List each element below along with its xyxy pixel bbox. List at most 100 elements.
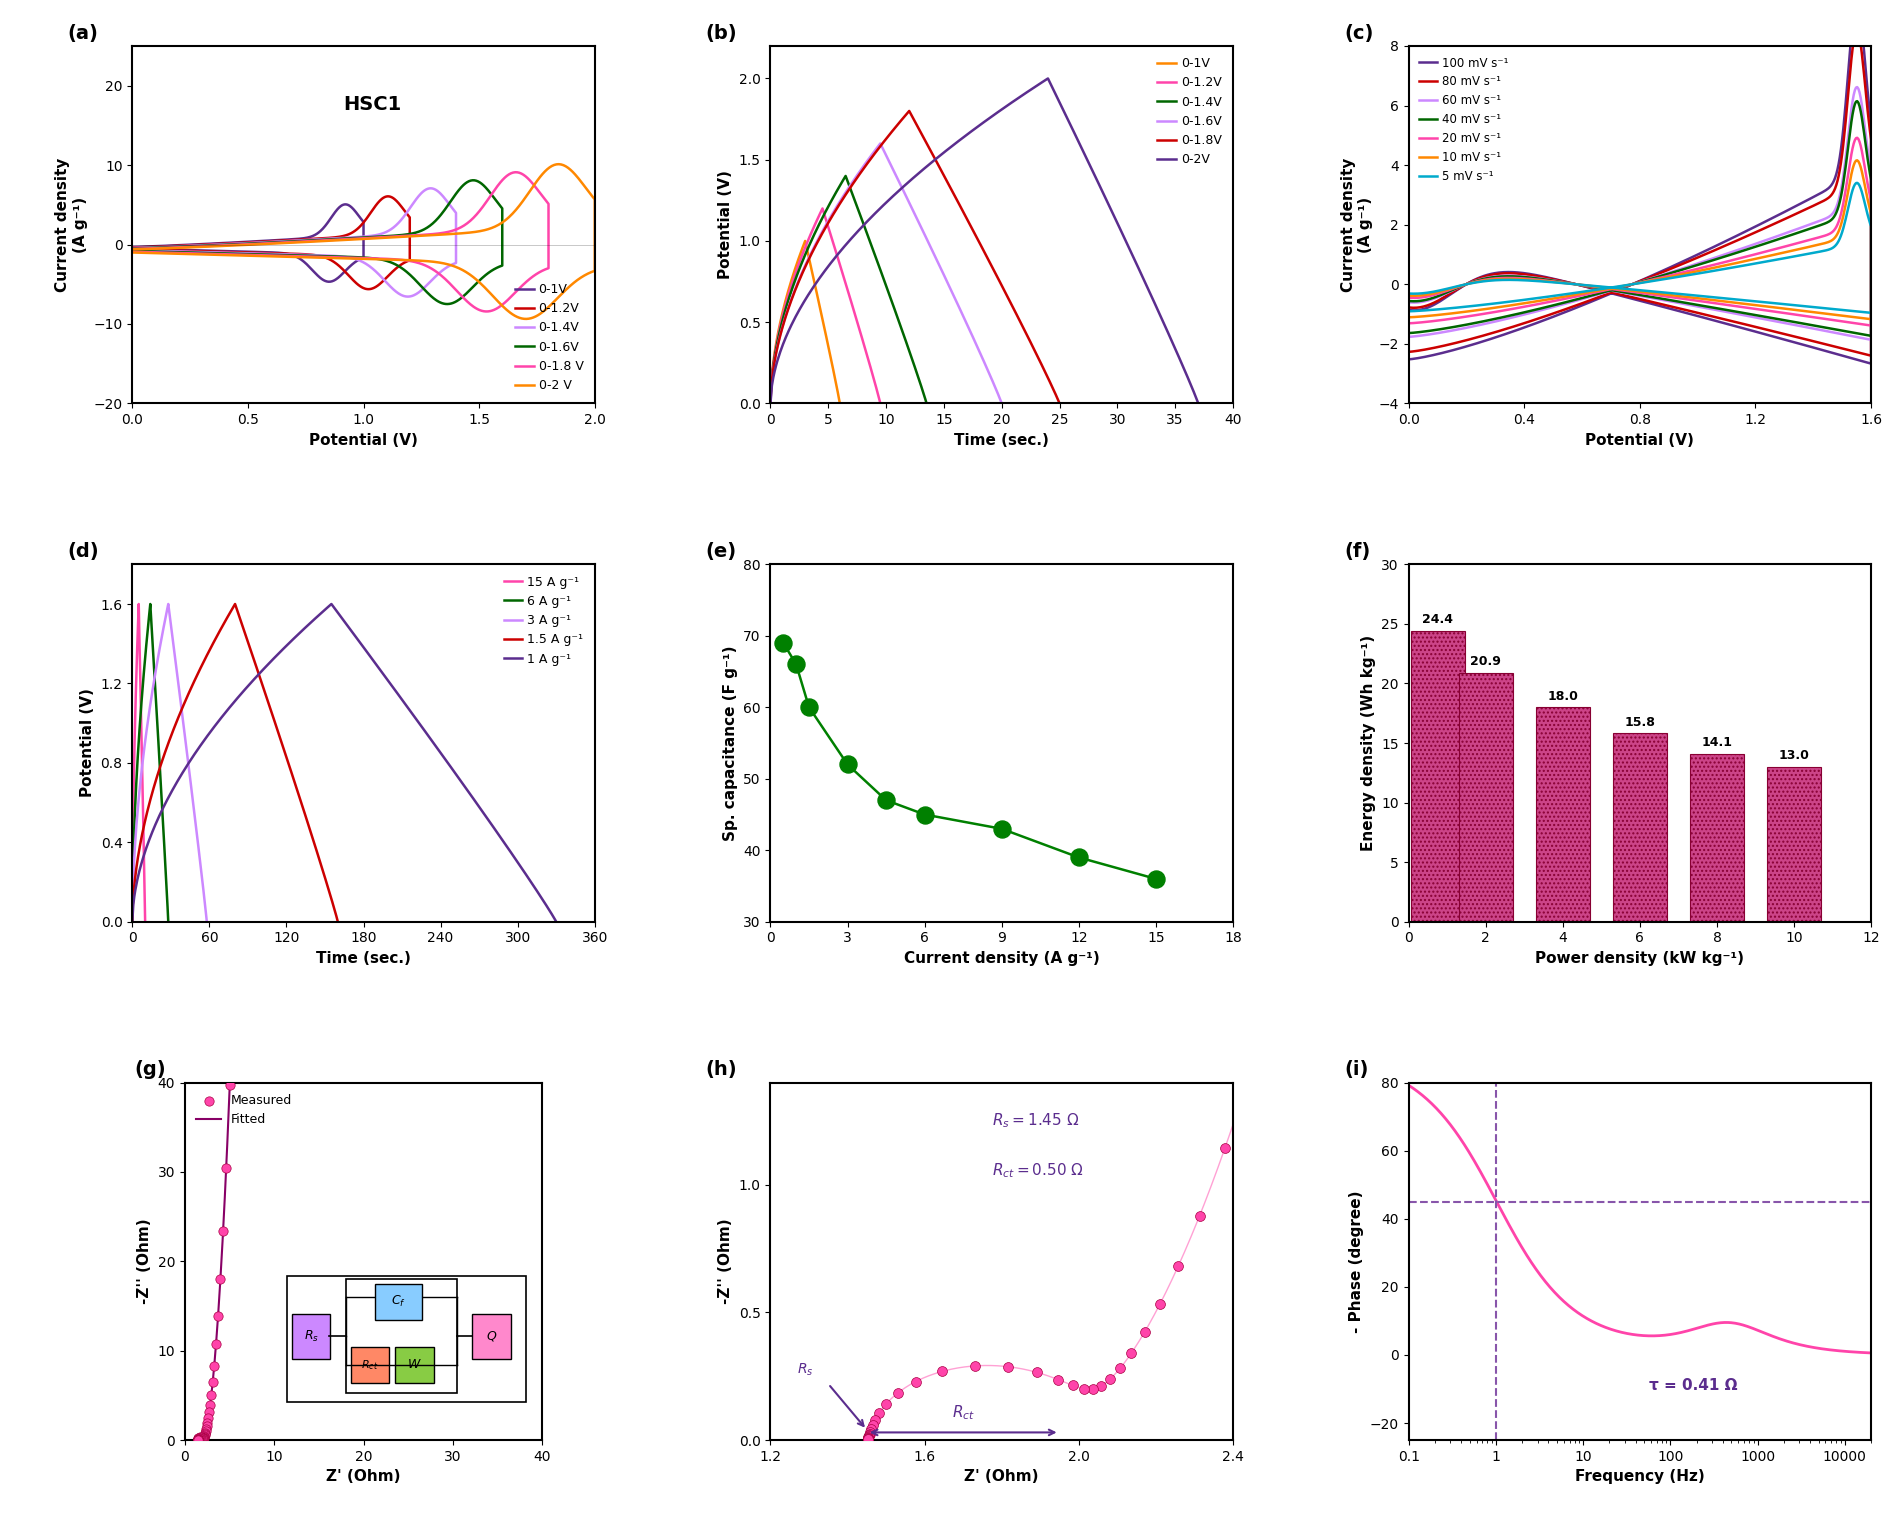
1.5 A g⁻¹ xyxy=(251,674,274,692)
Measured xyxy=(191,1417,221,1442)
1.5 A g⁻¹ xyxy=(270,735,293,754)
80 mV s⁻¹ xyxy=(1396,299,1419,317)
1.5 A g⁻¹ xyxy=(121,913,144,931)
0-1.6V xyxy=(298,247,321,265)
Measured xyxy=(183,1428,213,1452)
10 mV s⁻¹ xyxy=(1396,308,1419,326)
0-2V xyxy=(759,394,782,412)
Line: 40 mV s⁻¹: 40 mV s⁻¹ xyxy=(1407,101,1870,336)
60 mV s⁻¹ xyxy=(1396,293,1419,311)
Point xyxy=(858,1413,888,1437)
Measured xyxy=(196,1382,227,1406)
Point xyxy=(1162,1255,1192,1279)
Measured xyxy=(183,1426,213,1451)
Line: 6 A g⁻¹: 6 A g⁻¹ xyxy=(132,604,168,922)
20 mV s⁻¹ xyxy=(1523,270,1545,288)
0-1.6V xyxy=(429,294,451,313)
Line: 5 mV s⁻¹: 5 mV s⁻¹ xyxy=(1407,182,1870,313)
Text: $R_{ct} = 0.50\ \Omega$: $R_{ct} = 0.50\ \Omega$ xyxy=(992,1161,1084,1180)
3 A g⁻¹ xyxy=(144,662,166,680)
Point xyxy=(852,1426,882,1451)
Line: 0-1V: 0-1V xyxy=(771,241,839,403)
Y-axis label: Potential (V): Potential (V) xyxy=(79,688,94,798)
0-2 V xyxy=(342,250,365,268)
Text: (e): (e) xyxy=(705,542,737,561)
Measured xyxy=(183,1428,213,1452)
Measured xyxy=(187,1426,217,1451)
Line: 0-1.2V: 0-1.2V xyxy=(132,196,410,290)
100 mV s⁻¹ xyxy=(1759,326,1781,345)
Measured xyxy=(212,1155,242,1180)
1 A g⁻¹ xyxy=(544,913,567,931)
100 mV s⁻¹ xyxy=(1396,300,1419,319)
Point xyxy=(854,1422,884,1446)
Text: (c): (c) xyxy=(1343,25,1373,43)
0-1.2V xyxy=(357,280,380,299)
Line: 80 mV s⁻¹: 80 mV s⁻¹ xyxy=(1407,31,1870,355)
Measured xyxy=(183,1426,213,1451)
0-1.8 V xyxy=(476,302,499,320)
Text: τ = 0.41 Ω: τ = 0.41 Ω xyxy=(1649,1379,1736,1393)
3 A g⁻¹ xyxy=(174,735,196,754)
0-1.2V xyxy=(801,222,824,241)
Point xyxy=(852,1426,882,1451)
Line: 0-1.4V: 0-1.4V xyxy=(132,188,455,297)
0-1.8 V xyxy=(319,248,342,267)
0-1.4V xyxy=(121,241,144,259)
10 mV s⁻¹ xyxy=(1846,152,1868,170)
Y-axis label: Energy density (Wh kg⁻¹): Energy density (Wh kg⁻¹) xyxy=(1360,634,1375,852)
Line: 0-1.6V: 0-1.6V xyxy=(771,144,1001,403)
Line: 20 mV s⁻¹: 20 mV s⁻¹ xyxy=(1407,138,1870,325)
Text: (g): (g) xyxy=(134,1060,166,1080)
40 mV s⁻¹ xyxy=(1396,323,1419,342)
0-1.6V xyxy=(990,394,1013,412)
0-1.4V xyxy=(419,179,442,198)
0-1V xyxy=(149,237,172,256)
Measured xyxy=(191,1414,221,1439)
0-1.6V xyxy=(846,165,869,184)
Point xyxy=(1130,1321,1160,1345)
0-1V xyxy=(759,394,782,412)
Y-axis label: Current density
(A g⁻¹): Current density (A g⁻¹) xyxy=(1339,158,1371,293)
5 mV s⁻¹ xyxy=(1859,303,1881,322)
Bar xyxy=(1536,708,1589,922)
Measured xyxy=(187,1426,217,1451)
0-1.4V xyxy=(355,254,378,273)
15 A g⁻¹ xyxy=(127,594,149,613)
40 mV s⁻¹ xyxy=(1783,313,1806,331)
Fitted xyxy=(187,1431,210,1449)
40 mV s⁻¹ xyxy=(1396,291,1419,309)
6 A g⁻¹ xyxy=(125,768,147,786)
100 mV s⁻¹ xyxy=(1453,337,1475,355)
80 mV s⁻¹ xyxy=(1859,346,1881,365)
0-1.6V xyxy=(869,135,892,153)
3 A g⁻¹ xyxy=(174,732,196,751)
15 A g⁻¹ xyxy=(123,768,145,786)
X-axis label: Time (sec.): Time (sec.) xyxy=(315,951,410,967)
6 A g⁻¹ xyxy=(147,732,170,751)
100 mV s⁻¹ xyxy=(1730,319,1753,337)
Point xyxy=(1086,1373,1116,1397)
Y-axis label: - Phase (degree): - Phase (degree) xyxy=(1349,1190,1364,1333)
6 A g⁻¹ xyxy=(144,674,166,692)
Line: 15 A g⁻¹: 15 A g⁻¹ xyxy=(132,604,145,922)
Text: $R_s = 1.45\ \Omega$: $R_s = 1.45\ \Omega$ xyxy=(992,1112,1079,1131)
Legend: 0-1V, 0-1.2V, 0-1.4V, 0-1.6V, 0-1.8V, 0-2V: 0-1V, 0-1.2V, 0-1.4V, 0-1.6V, 0-1.8V, 0-… xyxy=(1152,52,1226,172)
0-2 V xyxy=(482,288,504,306)
Legend: 15 A g⁻¹, 6 A g⁻¹, 3 A g⁻¹, 1.5 A g⁻¹, 1 A g⁻¹: 15 A g⁻¹, 6 A g⁻¹, 3 A g⁻¹, 1.5 A g⁻¹, 1… xyxy=(499,570,587,671)
0-1V xyxy=(334,195,357,213)
X-axis label: Time (sec.): Time (sec.) xyxy=(954,432,1048,447)
Measured xyxy=(185,1425,215,1449)
Measured xyxy=(208,1218,238,1242)
0-1V xyxy=(287,250,310,268)
Text: 15.8: 15.8 xyxy=(1623,715,1655,729)
Measured xyxy=(191,1420,221,1445)
0-1.8 V xyxy=(172,237,195,256)
10 mV s⁻¹ xyxy=(1759,297,1781,316)
80 mV s⁻¹ xyxy=(1846,21,1868,40)
80 mV s⁻¹ xyxy=(1453,331,1475,349)
0-1V xyxy=(317,273,340,291)
0-1.6V xyxy=(121,239,144,257)
60 mV s⁻¹ xyxy=(1783,316,1806,334)
Measured xyxy=(189,1426,219,1451)
